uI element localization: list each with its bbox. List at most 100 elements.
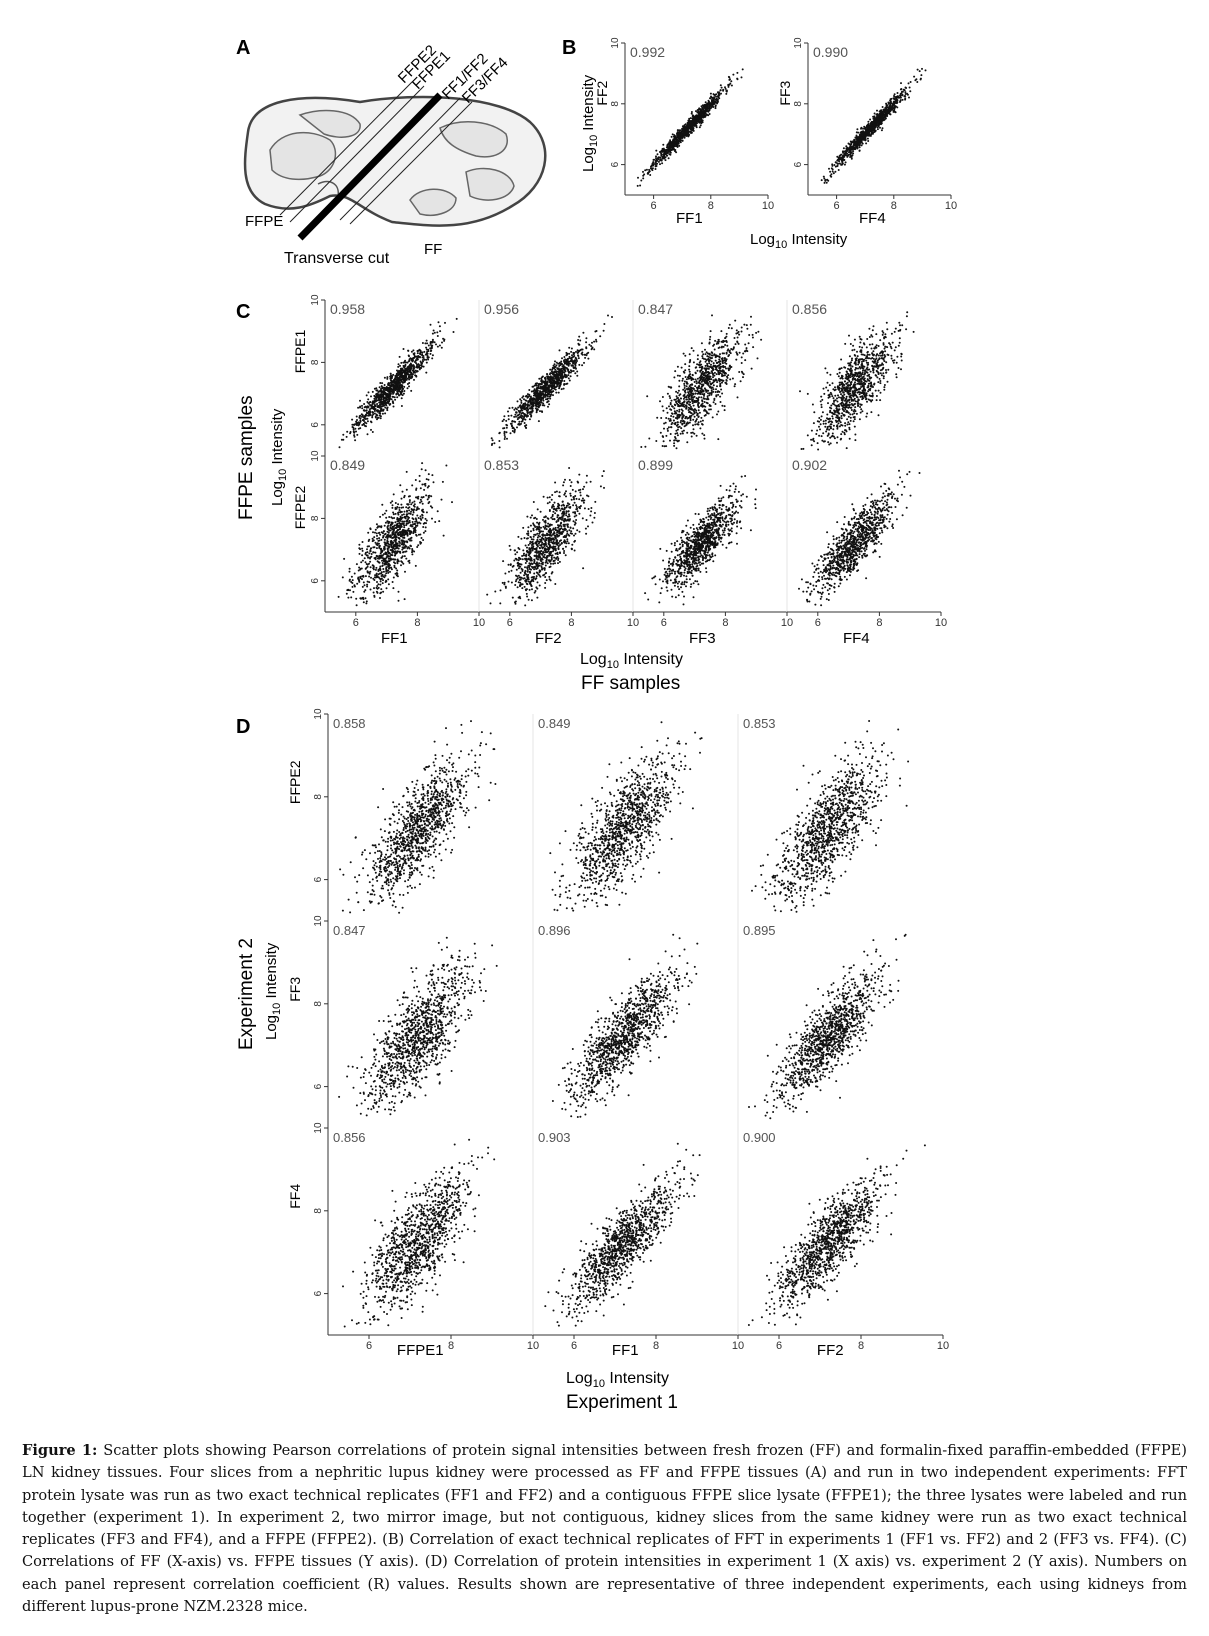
scatter-points bbox=[636, 68, 744, 187]
scatter-point bbox=[697, 111, 700, 114]
scatter-point bbox=[710, 386, 713, 389]
scatter-point bbox=[857, 131, 860, 134]
scatter-point bbox=[555, 370, 558, 373]
scatter-point bbox=[873, 118, 876, 121]
scatter-point bbox=[414, 359, 417, 362]
scatter-point bbox=[720, 357, 723, 360]
scatter-point bbox=[843, 163, 846, 166]
scatter-point bbox=[725, 367, 727, 370]
scatter-point bbox=[566, 368, 569, 371]
scatter-point bbox=[672, 141, 675, 143]
scatter-point bbox=[678, 374, 681, 377]
scatter-point bbox=[372, 401, 375, 404]
scatter-point bbox=[387, 402, 390, 405]
scatter-point bbox=[708, 359, 710, 362]
scatter-point bbox=[853, 425, 856, 428]
scatter-point bbox=[568, 346, 571, 349]
scatter-point bbox=[535, 384, 538, 386]
scatter-point bbox=[558, 387, 561, 390]
scatter-point bbox=[687, 409, 690, 411]
scatter-point bbox=[714, 359, 717, 362]
scatter-point bbox=[442, 337, 445, 340]
y-tick-label: 6 bbox=[610, 161, 621, 167]
scatter-point bbox=[909, 90, 912, 93]
scatter-point bbox=[401, 384, 404, 387]
scatter-point bbox=[734, 383, 737, 386]
scatter-point bbox=[680, 133, 683, 136]
scatter-point bbox=[697, 402, 700, 405]
scatter-point bbox=[381, 382, 384, 385]
scatter-point bbox=[751, 336, 754, 339]
scatter-point bbox=[716, 381, 719, 384]
scatter-point bbox=[709, 392, 711, 395]
scatter-point bbox=[534, 400, 536, 402]
scatter-point bbox=[524, 426, 527, 429]
scatter-point bbox=[587, 351, 590, 354]
scatter-point bbox=[541, 376, 544, 379]
scatter-point bbox=[666, 429, 669, 432]
scatter-point bbox=[498, 446, 501, 449]
scatter-point bbox=[710, 389, 713, 392]
scatter-point bbox=[701, 419, 704, 422]
scatter-point bbox=[537, 420, 540, 423]
scatter-point bbox=[493, 442, 496, 445]
scatter-point bbox=[521, 415, 524, 418]
scatter-point bbox=[716, 95, 719, 98]
scatter-point bbox=[719, 353, 721, 356]
scatter-point bbox=[655, 440, 658, 442]
scatter-point bbox=[712, 106, 715, 108]
scatter-point bbox=[712, 384, 715, 387]
scatter-point bbox=[418, 366, 421, 369]
scatter-point bbox=[833, 164, 836, 166]
scatter-point bbox=[391, 384, 394, 387]
scatter-point bbox=[738, 351, 741, 354]
scatter-point bbox=[676, 432, 679, 435]
scatter-point bbox=[749, 323, 752, 326]
scatter-point bbox=[717, 355, 720, 358]
scatter-point bbox=[736, 78, 739, 81]
scatter-point bbox=[865, 346, 868, 349]
panel-c-plot-FFPE1-FF2: 0.956 bbox=[478, 300, 613, 456]
scatter-point bbox=[918, 70, 921, 73]
scatter-point bbox=[690, 124, 693, 127]
scatter-point bbox=[725, 379, 728, 381]
scatter-point bbox=[694, 385, 697, 388]
scatter-point bbox=[371, 431, 374, 433]
scatter-point bbox=[895, 376, 898, 379]
scatter-point bbox=[828, 167, 830, 170]
scatter-point bbox=[455, 317, 458, 320]
scatter-point bbox=[550, 384, 553, 387]
scatter-point bbox=[688, 122, 691, 125]
scatter-point bbox=[421, 365, 424, 368]
scatter-point bbox=[396, 384, 399, 386]
scatter-point bbox=[505, 431, 508, 434]
scatter-point bbox=[836, 400, 839, 403]
scatter-point bbox=[657, 160, 660, 163]
scatter-point bbox=[875, 117, 878, 120]
scatter-point bbox=[399, 364, 401, 367]
scatter-point bbox=[510, 424, 513, 427]
scatter-point bbox=[735, 332, 738, 335]
scatter-point bbox=[698, 396, 700, 399]
scatter-point bbox=[591, 346, 594, 349]
scatter-point bbox=[724, 381, 727, 384]
scatter-point bbox=[846, 418, 849, 421]
scatter-point bbox=[578, 335, 581, 338]
scatter-point bbox=[429, 352, 432, 355]
scatter-point bbox=[705, 109, 707, 112]
scatter-point bbox=[655, 155, 657, 158]
panel-letter-c: C bbox=[236, 301, 250, 323]
scatter-point bbox=[397, 365, 400, 368]
scatter-point bbox=[692, 409, 695, 412]
scatter-point bbox=[714, 403, 717, 405]
scatter-point bbox=[636, 184, 639, 187]
scatter-point bbox=[522, 412, 525, 415]
scatter-point bbox=[673, 376, 676, 379]
scatter-point bbox=[662, 143, 665, 146]
scatter-point bbox=[726, 376, 729, 379]
scatter-point bbox=[688, 353, 691, 356]
scatter-point bbox=[724, 87, 727, 90]
scatter-point bbox=[750, 315, 752, 318]
scatter-point bbox=[887, 368, 890, 371]
scatter-point bbox=[567, 374, 570, 377]
